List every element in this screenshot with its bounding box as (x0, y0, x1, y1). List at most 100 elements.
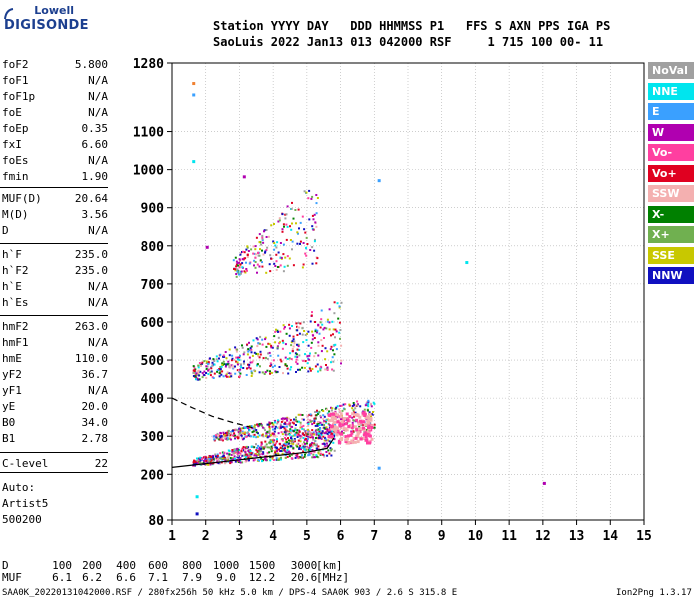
x-tick-label: 10 (468, 529, 484, 544)
echo-point (258, 342, 261, 345)
echo-point (247, 348, 250, 351)
echo-point (296, 453, 299, 456)
echo-point (272, 428, 275, 431)
echo-point (237, 451, 240, 454)
echo-point (318, 332, 321, 335)
echo-point (288, 455, 291, 458)
echo-point (261, 371, 264, 374)
echo-point (295, 444, 298, 447)
echo-point (219, 368, 222, 371)
echo-point (347, 441, 351, 445)
echo-point (316, 423, 319, 426)
echo-point (292, 217, 295, 220)
echo-point (305, 246, 307, 249)
echo-point (317, 344, 320, 347)
lowell-digisonde-logo: Lowell DIGISONDE (4, 4, 89, 40)
echo-point (313, 213, 316, 216)
echo-point (293, 438, 296, 440)
echo-point (333, 449, 336, 452)
echo-point (328, 328, 331, 331)
echo-point (211, 361, 214, 364)
echo-point (286, 367, 289, 370)
echo-point (209, 457, 212, 460)
echo-point (261, 343, 264, 346)
echo-point (293, 439, 296, 442)
echo-point (260, 424, 263, 427)
echo-point (307, 423, 310, 425)
echo-point (319, 414, 322, 417)
echo-point (257, 342, 260, 345)
echo-point (205, 460, 208, 462)
echo-point (240, 272, 242, 275)
echo-point (212, 377, 215, 379)
echo-point (225, 375, 228, 378)
echo-point (299, 240, 302, 243)
echo-point (243, 351, 246, 354)
param-value: N/A (88, 74, 108, 87)
muf-distance-value: 400 (116, 559, 136, 572)
echo-point (285, 238, 288, 241)
echo-point (305, 434, 308, 437)
echo-point (335, 413, 339, 417)
echo-point (309, 320, 312, 323)
echo-point (308, 367, 311, 370)
echo-point (296, 445, 299, 448)
echo-point (370, 413, 373, 415)
echo-point (219, 436, 222, 439)
echo-point (285, 443, 287, 446)
echo-point (314, 221, 317, 224)
param-value: 20.64 (74, 192, 108, 205)
echo-point (247, 350, 250, 353)
echo-point (196, 374, 199, 377)
echo-point (359, 437, 363, 441)
echo-point (245, 248, 248, 251)
echo-point (235, 265, 238, 268)
echo-point (308, 447, 311, 450)
echo-point (311, 441, 314, 444)
echo-point (324, 347, 327, 350)
echo-point (284, 217, 287, 220)
param-row: yE 20.0 (2, 400, 108, 415)
echo-point (257, 454, 260, 457)
echo-point (254, 261, 257, 263)
echo-point (299, 413, 302, 416)
echo-point (236, 369, 239, 372)
echo-point (266, 431, 269, 434)
param-value: 36.7 (81, 368, 109, 381)
y-tick-label: 1280 (133, 57, 164, 72)
echo-point (299, 456, 302, 459)
echo-point (244, 449, 246, 452)
echo-point (318, 421, 321, 424)
echo-point (304, 353, 306, 356)
echo-point (274, 244, 277, 247)
echo-point (299, 423, 302, 426)
echo-point (261, 447, 264, 450)
echo-point (270, 363, 273, 366)
echo-point (291, 350, 294, 353)
echo-point (320, 433, 323, 436)
echo-point (304, 252, 307, 255)
echo-point (293, 340, 296, 343)
echo-point (264, 338, 267, 341)
echo-point (217, 434, 220, 437)
echo-point (285, 444, 288, 447)
echo-point (290, 341, 293, 344)
param-value: 3.56 (81, 208, 109, 221)
echo-point (218, 438, 221, 441)
param-row: h`F2 235.0 (2, 264, 108, 279)
echo-point (239, 259, 242, 262)
echo-point (305, 191, 308, 194)
echo-point (335, 348, 338, 351)
muf-frequency-value: 7.9 (182, 571, 202, 584)
echo-point (314, 417, 317, 420)
echo-point (304, 452, 307, 454)
echo-point (222, 375, 225, 378)
echo-point (333, 425, 337, 429)
echo-point (291, 445, 294, 448)
echo-point (273, 444, 276, 447)
echo-point (236, 460, 239, 463)
y-tick-label: 1000 (133, 164, 164, 179)
echo-point (266, 451, 269, 454)
echo-point (284, 433, 287, 436)
echo-point (232, 429, 234, 432)
